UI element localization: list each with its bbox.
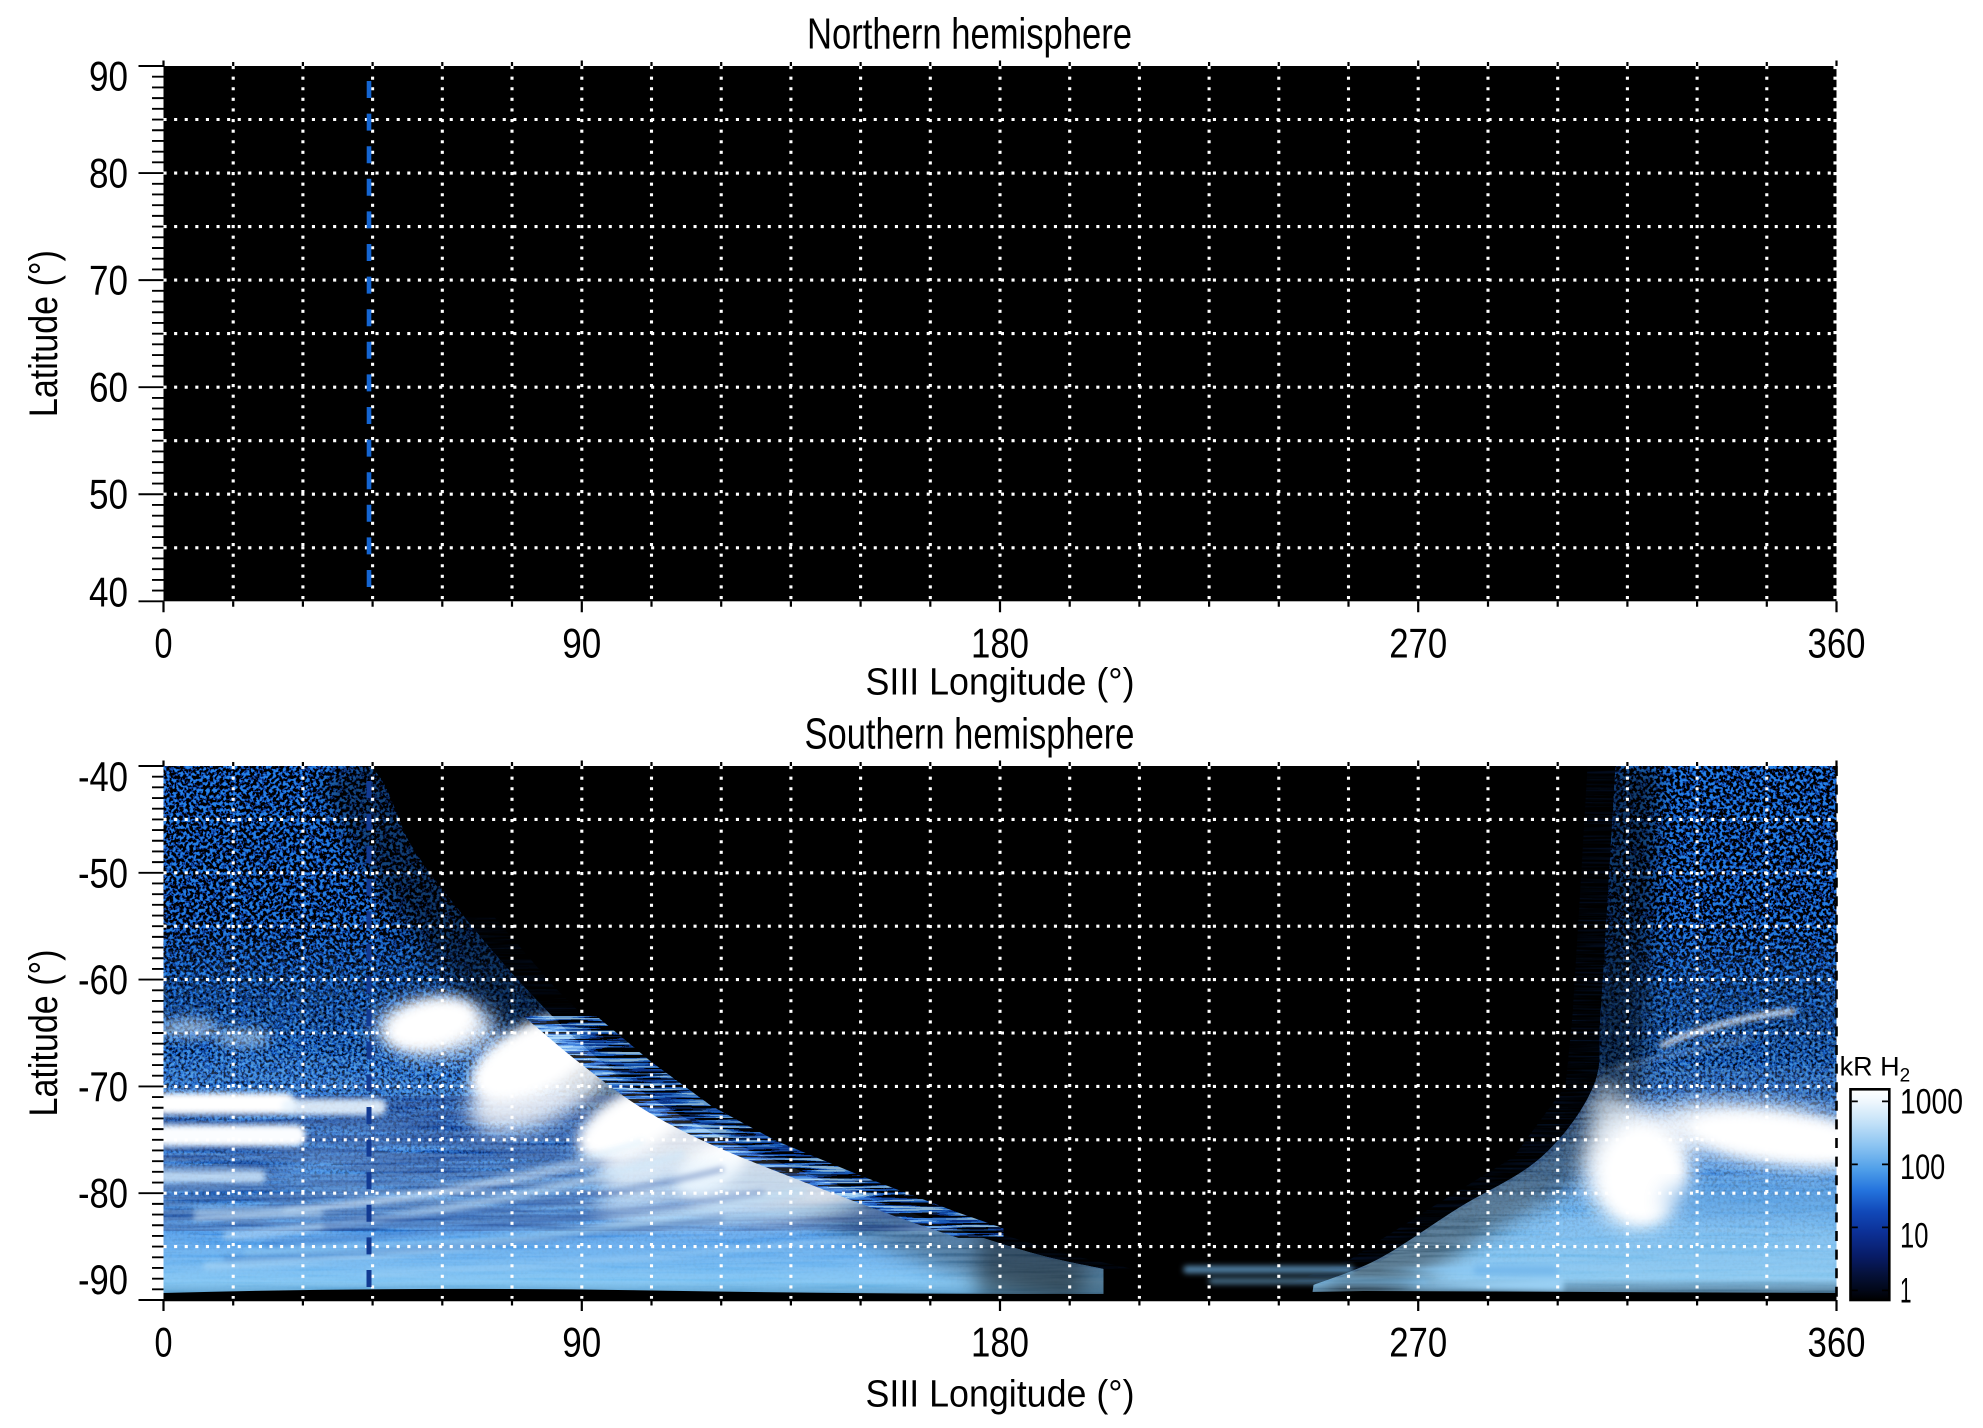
svg-text:1: 1 — [1900, 1272, 1912, 1311]
svg-text:180: 180 — [971, 1318, 1029, 1365]
svg-text:-60: -60 — [78, 956, 128, 1003]
svg-text:Southern hemisphere: Southern hemisphere — [805, 710, 1135, 759]
svg-text:-80: -80 — [78, 1170, 128, 1217]
svg-text:-40: -40 — [78, 753, 128, 800]
svg-text:40: 40 — [89, 569, 128, 616]
svg-text:90: 90 — [562, 1318, 601, 1365]
svg-text:270: 270 — [1389, 620, 1447, 667]
svg-text:100: 100 — [1900, 1148, 1945, 1187]
svg-text:0: 0 — [155, 1318, 173, 1365]
svg-text:270: 270 — [1389, 1318, 1447, 1365]
svg-text:360: 360 — [1808, 620, 1866, 667]
svg-text:-70: -70 — [78, 1063, 128, 1110]
svg-text:Northern hemisphere: Northern hemisphere — [807, 10, 1132, 59]
svg-text:1000: 1000 — [1900, 1082, 1963, 1121]
svg-text:90: 90 — [562, 620, 601, 667]
svg-text:0: 0 — [155, 620, 173, 667]
svg-text:180: 180 — [971, 620, 1029, 667]
svg-text:360: 360 — [1808, 1318, 1866, 1365]
svg-text:kR H2: kR H2 — [1840, 1052, 1911, 1087]
svg-text:70: 70 — [89, 257, 128, 304]
svg-text:80: 80 — [89, 150, 128, 197]
svg-text:SIII Longitude (°): SIII Longitude (°) — [866, 662, 1135, 704]
svg-text:60: 60 — [89, 364, 128, 411]
svg-text:-50: -50 — [78, 849, 128, 896]
svg-text:50: 50 — [89, 471, 128, 518]
svg-text:10: 10 — [1900, 1217, 1928, 1256]
svg-text:Latitude (°): Latitude (°) — [22, 950, 66, 1117]
svg-text:-90: -90 — [78, 1256, 128, 1303]
svg-text:Latitude (°): Latitude (°) — [22, 250, 66, 417]
svg-text:90: 90 — [89, 53, 128, 100]
svg-text:SIII Longitude (°): SIII Longitude (°) — [866, 1374, 1135, 1416]
